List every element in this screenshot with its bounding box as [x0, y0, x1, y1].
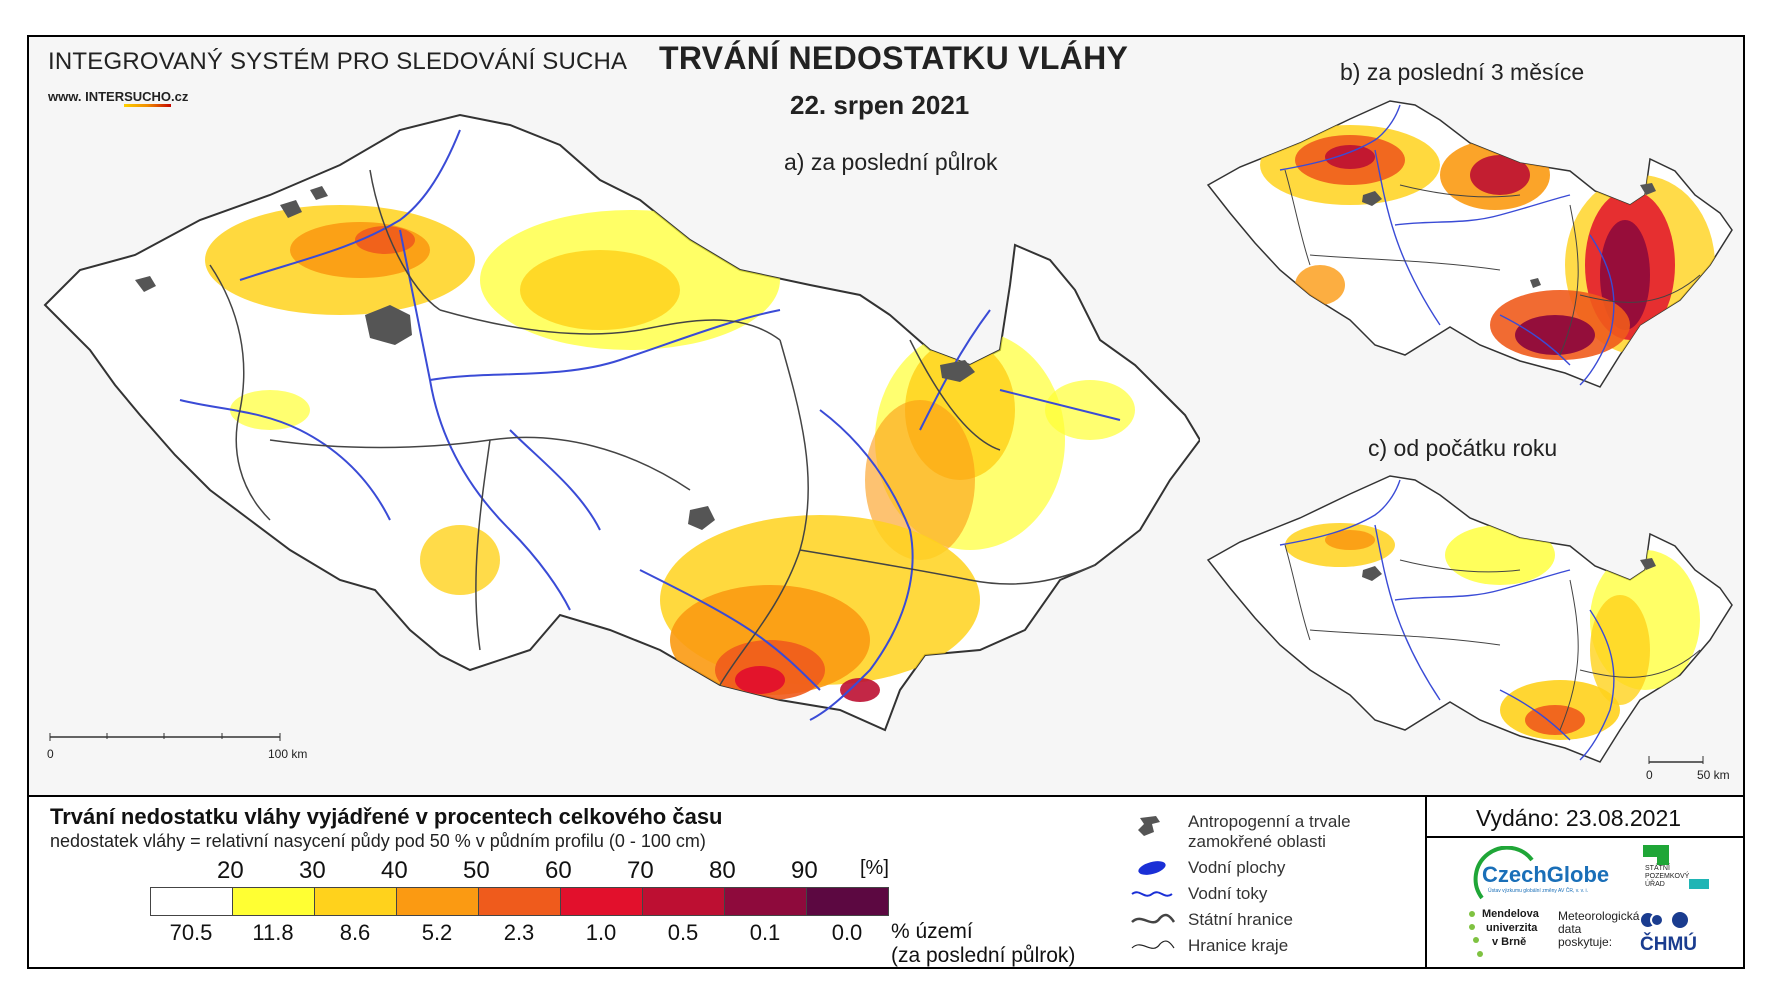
- mendel-line-1: Mendelova: [1482, 908, 1539, 920]
- legend-threshold-label: 40: [381, 857, 408, 884]
- legend-divider-vertical: [1425, 795, 1427, 969]
- legend-threshold-label: 30: [299, 857, 326, 884]
- czechglobe-subtitle: Ústav výzkumu globální změny AV ČR, v. v…: [1488, 888, 1589, 894]
- state-border-label: Státní hranice: [1188, 910, 1293, 929]
- scale-small-start: 0: [1646, 768, 1653, 782]
- spu-line-1: STÁTNÍ: [1645, 865, 1670, 872]
- map-b-label: b) za poslední 3 měsíce: [1340, 59, 1585, 85]
- mendel-line-2: univerzita: [1486, 922, 1538, 934]
- legend-threshold-label: 70: [627, 857, 654, 884]
- scale-small-end: 50 km: [1697, 768, 1730, 782]
- czechglobe-name: CzechGlobe: [1482, 862, 1610, 887]
- legend-threshold-label: 50: [463, 857, 490, 884]
- meteo-line-2: data: [1558, 922, 1582, 936]
- area-label-period: (za poslední půlrok): [891, 944, 1076, 967]
- water-bodies-label: Vodní plochy: [1188, 858, 1286, 877]
- chmu-logo: ČHMÚ: [1640, 910, 1720, 960]
- legend-area-percent: 0.5: [667, 920, 699, 945]
- anthropogenic-label-2: zamokřené oblasti: [1188, 832, 1326, 851]
- legend-panel: [27, 795, 1745, 969]
- issued-date: Vydáno: 23.08.2021: [1476, 805, 1682, 831]
- mendel-logo: Mendelova univerzita v Brně: [1466, 906, 1556, 966]
- legend-color-swatch: [150, 887, 233, 916]
- meteo-line-3: poskytuje:: [1558, 935, 1613, 949]
- chmu-name: ČHMÚ: [1640, 934, 1697, 955]
- symbol-legend-icons: [1131, 816, 1176, 949]
- state-border-icon: [1131, 913, 1176, 924]
- map-date: 22. srpen 2021: [790, 90, 970, 120]
- legend-area-percent: 8.6: [339, 920, 371, 945]
- legend-threshold-label: 20: [217, 857, 244, 884]
- website-highlight: SUCHO: [124, 89, 172, 107]
- river-icon: [1131, 891, 1173, 897]
- legend-area-percent: 70.5: [169, 920, 213, 945]
- map-a-label: a) za poslední půlrok: [784, 149, 998, 175]
- water-body-icon: [1138, 861, 1166, 875]
- czechglobe-logo: CzechGlobe Ústav výzkumu globální změny …: [1462, 846, 1622, 906]
- website-link[interactable]: www. INTERSUCHO.cz: [48, 89, 189, 107]
- meteo-data-note: Meteorologická data poskytuje:: [1558, 909, 1640, 960]
- anthropogenic-label-1: Antropogenní a trvale: [1188, 812, 1351, 831]
- legend-unit: [%]: [860, 857, 889, 879]
- legend-area-percent: 2.3: [503, 920, 535, 945]
- meteo-line-1: Meteorologická: [1558, 909, 1640, 923]
- map-c: [1206, 475, 1733, 763]
- scale-bar-a: [49, 733, 281, 741]
- legend-title: Trvání nedostatku vláhy vyjádřené v proc…: [50, 804, 723, 829]
- urban-areas-a: [135, 186, 975, 530]
- region-border-icon: [1131, 940, 1175, 949]
- mendel-line-3: v Brně: [1492, 936, 1527, 948]
- spu-line-3: ÚŘAD: [1645, 881, 1665, 888]
- legend-color-swatch: [806, 887, 889, 916]
- region-borders-a: [209, 169, 1096, 686]
- drought-patches-a: [205, 205, 1135, 702]
- region-border-label: Hranice kraje: [1188, 936, 1289, 955]
- legend-color-swatch: [724, 887, 807, 916]
- legend-threshold-label: 90: [791, 857, 818, 884]
- anthropogenic-area-icon: [1138, 816, 1160, 836]
- legend-subtitle: nedostatek vláhy = relativní nasycení pů…: [50, 831, 706, 851]
- main-title: TRVÁNÍ NEDOSTATKU VLÁHY: [659, 40, 1129, 76]
- area-label: % území: [891, 920, 973, 943]
- website-prefix: www. INTER: [48, 89, 125, 104]
- map-c-label: c) od počátku roku: [1368, 435, 1558, 461]
- legend-color-swatch: [478, 887, 561, 916]
- legend-area-percent: 11.8: [252, 920, 294, 945]
- system-title: INTEGROVANÝ SYSTÉM PRO SLEDOVÁNÍ SUCHA: [48, 48, 628, 75]
- website-suffix: .cz: [171, 89, 189, 104]
- legend-area-percent: 1.0: [585, 920, 617, 945]
- legend-area-percent: 0.1: [749, 920, 781, 945]
- legend-divider-horizontal: [1425, 836, 1745, 838]
- legend-area-percent: 0.0: [831, 920, 863, 945]
- map-a: [43, 113, 1200, 732]
- scale-a-start: 0: [47, 747, 54, 761]
- legend-color-swatch: [642, 887, 725, 916]
- map-b: [1206, 100, 1733, 388]
- legend-color-swatch: [396, 887, 479, 916]
- scale-a-end: 100 km: [268, 747, 308, 761]
- spu-line-2: POZEMKOVÝ: [1645, 873, 1690, 880]
- spu-logo: STÁTNÍ POZEMKOVÝ ÚŘAD: [1643, 845, 1713, 900]
- rivers-label: Vodní toky: [1188, 884, 1268, 903]
- legend-area-percent: 5.2: [421, 920, 453, 945]
- legend-threshold-label: 80: [709, 857, 736, 884]
- legend-color-swatch: [314, 887, 397, 916]
- scale-bar-small: [1648, 756, 1704, 764]
- legend-threshold-label: 60: [545, 857, 572, 884]
- legend-color-swatch: [560, 887, 643, 916]
- legend-color-swatch: [232, 887, 315, 916]
